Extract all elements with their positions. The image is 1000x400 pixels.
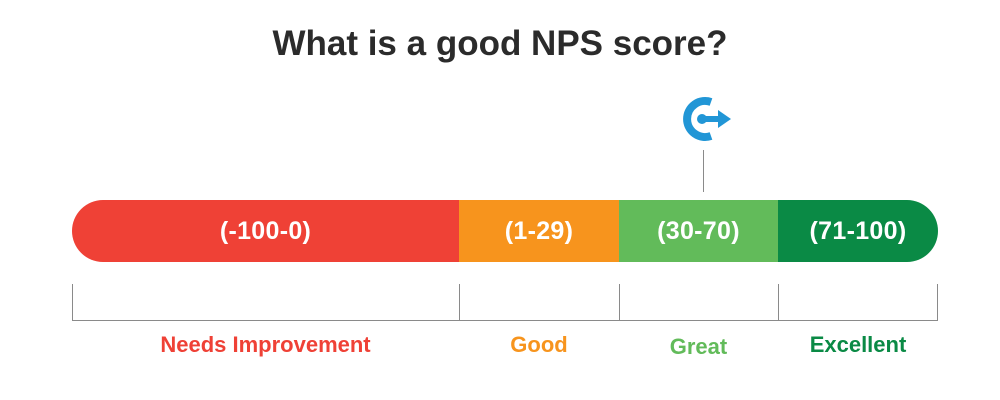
label-great: Great — [669, 334, 728, 359]
marker-line — [703, 150, 704, 192]
bracket-tick — [778, 284, 779, 321]
label-needs-improvement: Needs Improvement — [160, 332, 371, 357]
segment-excellent: (71-100) — [778, 200, 938, 262]
label-excellent: Excellent — [809, 332, 907, 357]
nps-scale-bar: (-100-0) (1-29) (30-70) (71-100) — [72, 200, 938, 262]
bracket-tick — [459, 284, 460, 321]
retention-arrow-icon — [683, 97, 731, 141]
segment-needs-improvement: (-100-0) — [72, 200, 459, 262]
bracket-line — [72, 320, 938, 321]
bracket-tick — [72, 284, 73, 321]
page-title: What is a good NPS score? — [272, 24, 728, 63]
bracket-tick — [937, 284, 938, 321]
bracket-tick — [619, 284, 620, 321]
label-good: Good — [510, 332, 568, 357]
segment-great: (30-70) — [619, 200, 778, 262]
segment-good: (1-29) — [459, 200, 619, 262]
